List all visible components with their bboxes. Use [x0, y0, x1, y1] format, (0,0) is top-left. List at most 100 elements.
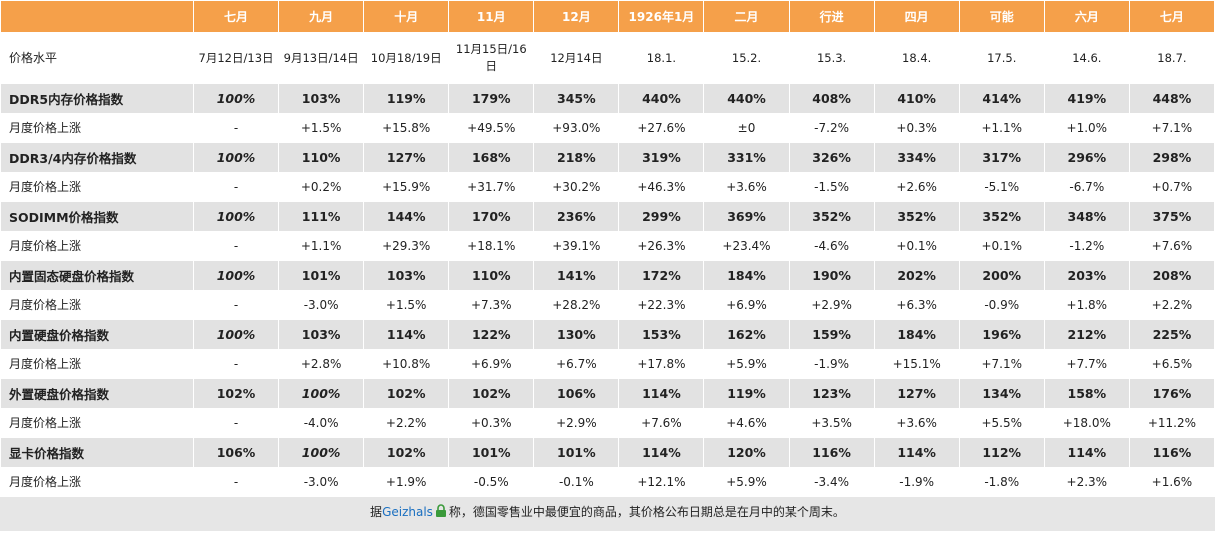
- cell: 369%: [703, 201, 790, 232]
- cell: 119%: [363, 83, 450, 114]
- cell: 326%: [788, 142, 875, 173]
- cell: 184%: [703, 260, 790, 291]
- cell: 134%: [958, 378, 1045, 409]
- cell: +29.3%: [363, 230, 450, 261]
- row-label: DDR5内存价格指数: [0, 83, 194, 114]
- cell: +1.9%: [363, 466, 450, 497]
- cell: 236%: [533, 201, 620, 232]
- cell: +6.5%: [1128, 348, 1215, 379]
- cell: 190%: [788, 260, 875, 291]
- change-row: 月度价格上涨 - -4.0% +2.2% +0.3% +2.9% +7.6% +4.6% +3.…: [0, 407, 1215, 438]
- header-cell: 12月: [533, 0, 620, 33]
- cell: +17.8%: [618, 348, 705, 379]
- cell: -1.2%: [1043, 230, 1130, 261]
- cell: +1.1%: [958, 112, 1045, 143]
- cell: +15.8%: [363, 112, 450, 143]
- cell: 184%: [873, 319, 960, 350]
- date-cell: 10月18/19日: [363, 32, 450, 84]
- cell: 103%: [363, 260, 450, 291]
- cell: 212%: [1043, 319, 1130, 350]
- cell: 440%: [703, 83, 790, 114]
- cell: 334%: [873, 142, 960, 173]
- cell: 103%: [278, 319, 365, 350]
- row-label: 月度价格上涨: [0, 289, 194, 320]
- row-label: 内置硬盘价格指数: [0, 319, 194, 350]
- cell: -1.9%: [788, 348, 875, 379]
- cell: -7.2%: [788, 112, 875, 143]
- header-row: 七月 九月 十月 11月 12月 1926年1月 二月 行进 四月 可能 六月 七月: [0, 0, 1215, 33]
- index-row: 内置固态硬盘价格指数 100% 101% 103% 110% 141% 172% 184% 19…: [0, 260, 1215, 291]
- cell: 196%: [958, 319, 1045, 350]
- cell: +3.6%: [703, 171, 790, 202]
- cell: 116%: [1128, 437, 1215, 468]
- cell: -: [192, 171, 280, 202]
- cell: -1.5%: [788, 171, 875, 202]
- cell: +2.3%: [1043, 466, 1130, 497]
- cell: +3.5%: [788, 407, 875, 438]
- cell: 110%: [448, 260, 535, 291]
- cell: +7.1%: [1128, 112, 1215, 143]
- cell: 110%: [278, 142, 365, 173]
- header-corner: [0, 0, 194, 33]
- cell: 170%: [448, 201, 535, 232]
- header-cell: 1926年1月: [618, 0, 705, 33]
- footer-link[interactable]: Geizhals: [382, 505, 433, 519]
- cell: +46.3%: [618, 171, 705, 202]
- header-cell: 九月: [278, 0, 365, 33]
- cell: 100%: [278, 378, 365, 409]
- index-row: 内置硬盘价格指数 100% 103% 114% 122% 130% 153% 162% 159%…: [0, 319, 1215, 350]
- cell: -: [192, 112, 280, 143]
- cell: 114%: [618, 378, 705, 409]
- cell: +1.0%: [1043, 112, 1130, 143]
- date-cell: 11月15日/16日: [448, 32, 535, 84]
- cell: +39.1%: [533, 230, 620, 261]
- cell: 106%: [533, 378, 620, 409]
- cell: -1.9%: [873, 466, 960, 497]
- cell: +5.9%: [703, 348, 790, 379]
- row-label: 显卡价格指数: [0, 437, 194, 468]
- cell: 179%: [448, 83, 535, 114]
- index-row: SODIMM价格指数 100% 111% 144% 170% 236% 299% 369% 35…: [0, 201, 1215, 232]
- date-cell: 18.7.: [1128, 32, 1215, 84]
- cell: -0.5%: [448, 466, 535, 497]
- cell: 162%: [703, 319, 790, 350]
- cell: 218%: [533, 142, 620, 173]
- header-cell: 行进: [788, 0, 875, 33]
- cell: 127%: [363, 142, 450, 173]
- cell: 100%: [192, 83, 280, 114]
- header-cell: 11月: [448, 0, 535, 33]
- cell: +3.6%: [873, 407, 960, 438]
- cell: 102%: [363, 437, 450, 468]
- cell: 106%: [192, 437, 280, 468]
- cell: +6.7%: [533, 348, 620, 379]
- cell: -4.0%: [278, 407, 365, 438]
- cell: 101%: [278, 260, 365, 291]
- footer: 据Geizhals 称，德国零售业中最便宜的商品，其价格公布日期总是在月中的某个周…: [0, 497, 1215, 531]
- cell: 317%: [958, 142, 1045, 173]
- cell: +7.6%: [1128, 230, 1215, 261]
- cell: +93.0%: [533, 112, 620, 143]
- cell: 114%: [618, 437, 705, 468]
- header-cell: 六月: [1043, 0, 1130, 33]
- cell: +7.6%: [618, 407, 705, 438]
- cell: +49.5%: [448, 112, 535, 143]
- cell: +0.3%: [873, 112, 960, 143]
- change-row: 月度价格上涨 - +1.5% +15.8% +49.5% +93.0% +27.6% ±0 -7…: [0, 112, 1215, 143]
- date-cell: 14.6.: [1043, 32, 1130, 84]
- cell: 158%: [1043, 378, 1130, 409]
- change-row: 月度价格上涨 - -3.0% +1.9% -0.5% -0.1% +12.1% +5.9% -3…: [0, 466, 1215, 497]
- row-label: 月度价格上涨: [0, 348, 194, 379]
- cell: 331%: [703, 142, 790, 173]
- date-cell: 18.1.: [618, 32, 705, 84]
- cell: +7.3%: [448, 289, 535, 320]
- row-label: 价格水平: [0, 32, 194, 84]
- cell: -6.7%: [1043, 171, 1130, 202]
- cell: +30.2%: [533, 171, 620, 202]
- cell: +7.1%: [958, 348, 1045, 379]
- cell: 345%: [533, 83, 620, 114]
- cell: 144%: [363, 201, 450, 232]
- cell: 225%: [1128, 319, 1215, 350]
- cell: -: [192, 466, 280, 497]
- cell: 102%: [448, 378, 535, 409]
- cell: 100%: [192, 319, 280, 350]
